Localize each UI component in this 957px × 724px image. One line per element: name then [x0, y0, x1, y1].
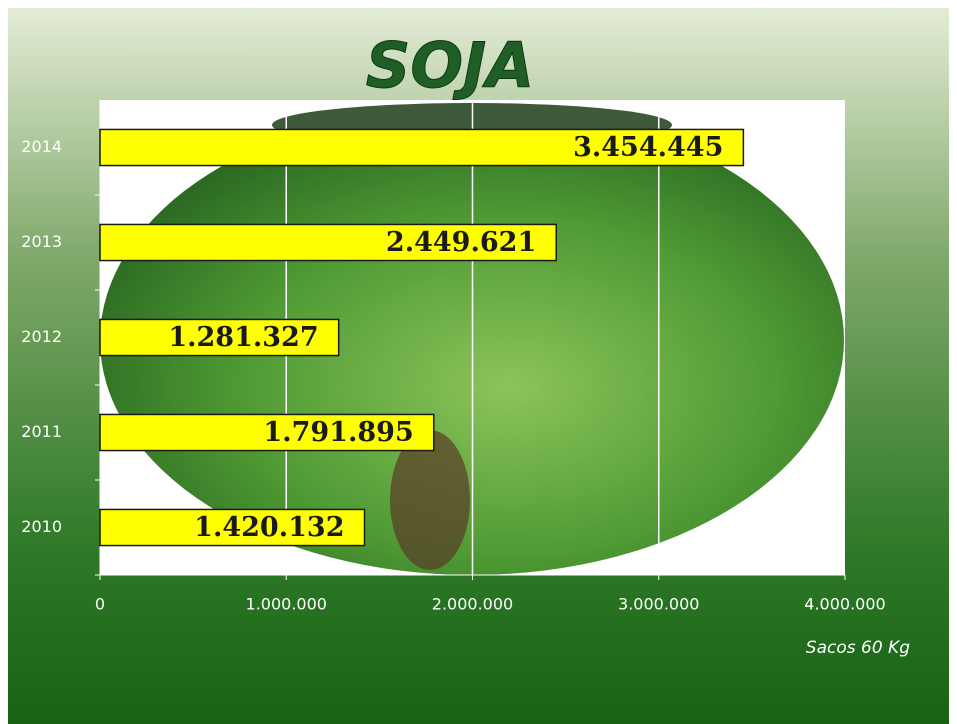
y-tick-label: 2011 — [21, 422, 62, 441]
chart: SOJA Sacos 60 Kg 0 1.000.000 2.000.000 3.00… — [0, 0, 957, 724]
data-label: 2.449.621 — [386, 227, 536, 258]
y-tick-label: 2010 — [21, 517, 62, 536]
y-tick-label: 2014 — [21, 137, 62, 156]
x-tick-label: 2.000.000 — [432, 595, 513, 614]
x-tick-label: 0 — [95, 595, 105, 614]
y-tick-label: 2013 — [21, 232, 62, 251]
data-label: 1.281.327 — [168, 322, 318, 353]
data-label: 3.454.445 — [573, 132, 723, 163]
x-axis-label: Sacos 60 Kg — [806, 638, 910, 658]
y-tick-label: 2012 — [21, 327, 62, 346]
data-label: 1.791.895 — [263, 417, 413, 448]
chart-title: SOJA — [366, 29, 534, 102]
x-tick-label: 1.000.000 — [246, 595, 327, 614]
data-label: 1.420.132 — [194, 512, 344, 543]
x-tick-label: 3.000.000 — [618, 595, 699, 614]
x-tick-label: 4.000.000 — [804, 595, 885, 614]
